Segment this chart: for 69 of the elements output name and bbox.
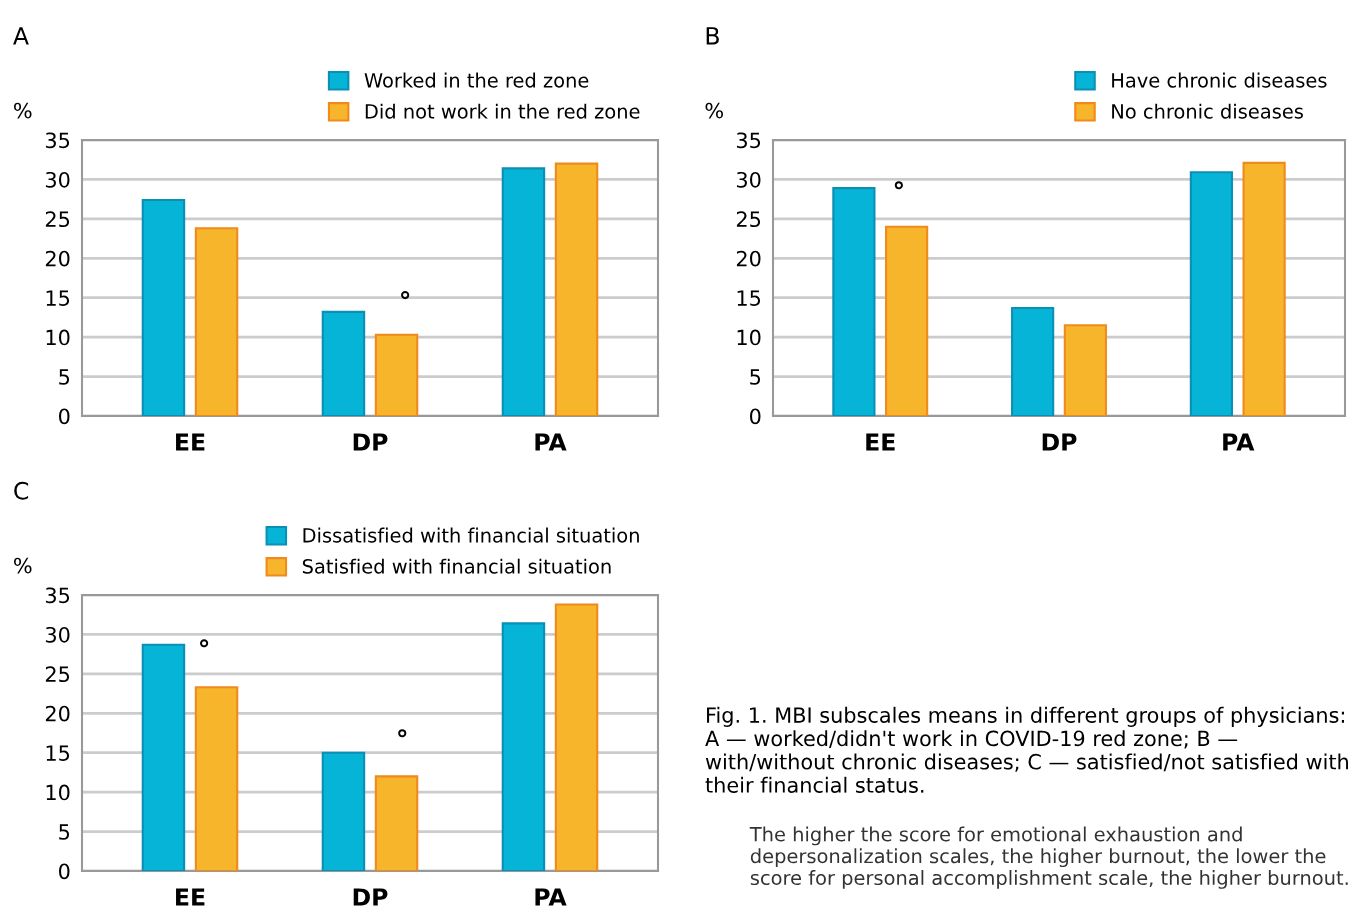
text: Fig. 1. MBI subscales means in different groups of physicians: A — worked/didn't work in COVID-19 red zone; B — with/without chronic diseases; C — satisfied/not satisfied with their financial status. [705,706,1348,793]
x-tick-label: DP [353,888,388,906]
y-tick-label: 5 [750,369,761,385]
annotation: ° [200,639,209,648]
bar [141,198,186,416]
bar [1189,171,1233,416]
y-tick-label: 30 [45,171,70,188]
y-tick-label: 35 [736,132,761,149]
y-tick-label: 5 [59,824,70,840]
bar [374,775,419,871]
x-tick-label: PA [535,433,567,451]
x-tick-label: EE [176,433,205,451]
bar [194,227,239,416]
y-tick-label: 25 [45,666,70,683]
bar [501,167,546,416]
y-tick-label: 5 [59,369,70,385]
annotation: ° [894,181,903,190]
y-tick-label: 30 [45,626,70,643]
text: The higher the score for emotional exhaustion and depersonalization scales, the higher burnout, the lower the score for personal accomplishment scale, the higher burnout. [749,826,1348,889]
chart-title: B [706,27,719,45]
annotation: ° [401,291,410,300]
y-tick-label: 35 [45,587,70,604]
y-tick-label: 0 [750,408,761,425]
annotation: ° [398,729,407,738]
legend-label: Satisfied with financial situation [302,558,611,574]
bar [554,603,599,871]
bar [885,225,929,416]
y-tick-label: 20 [45,705,70,722]
y-axis-title: % [14,102,32,119]
x-tick-label: PA [535,888,567,906]
y-axis-title: % [14,557,32,574]
legend-label: Worked in the red zone [364,72,589,88]
bar [554,162,599,416]
legend-label: Dissatisfied with financial situation [303,527,639,543]
x-tick-label: EE [176,888,205,906]
y-tick-label: 15 [737,290,761,306]
bar [501,622,546,871]
legend-label: No chronic diseases [1112,103,1303,119]
y-tick-label: 20 [45,250,70,267]
x-tick-label: EE [866,433,895,451]
bar [321,751,366,871]
bar [141,643,186,871]
bar [194,686,239,871]
chart-title: A [13,27,29,45]
y-tick-label: 10 [46,784,70,801]
y-axis-title: % [705,102,724,119]
y-tick-label: 0 [59,408,70,425]
bar [1063,324,1107,416]
x-tick-label: DP [353,433,388,451]
legend-label: Did not work in the red zone [365,103,640,119]
bar [1242,161,1286,416]
y-tick-label: 0 [59,863,70,880]
bar [374,333,419,416]
y-tick-label: 30 [736,171,761,188]
y-tick-label: 15 [46,290,70,306]
y-tick-label: 20 [736,250,761,267]
legend-label: Have chronic diseases [1112,72,1327,88]
y-tick-label: 15 [46,745,70,761]
y-tick-label: 35 [45,132,70,149]
bar [1011,306,1055,416]
x-tick-label: PA [1223,433,1255,451]
y-tick-label: 25 [736,211,761,228]
bar [321,310,366,416]
y-tick-label: 10 [737,329,761,346]
bar [832,187,876,416]
chart-title: C [14,481,29,500]
y-tick-label: 25 [45,211,70,228]
x-tick-label: DP [1042,433,1077,451]
y-tick-label: 10 [46,329,70,346]
